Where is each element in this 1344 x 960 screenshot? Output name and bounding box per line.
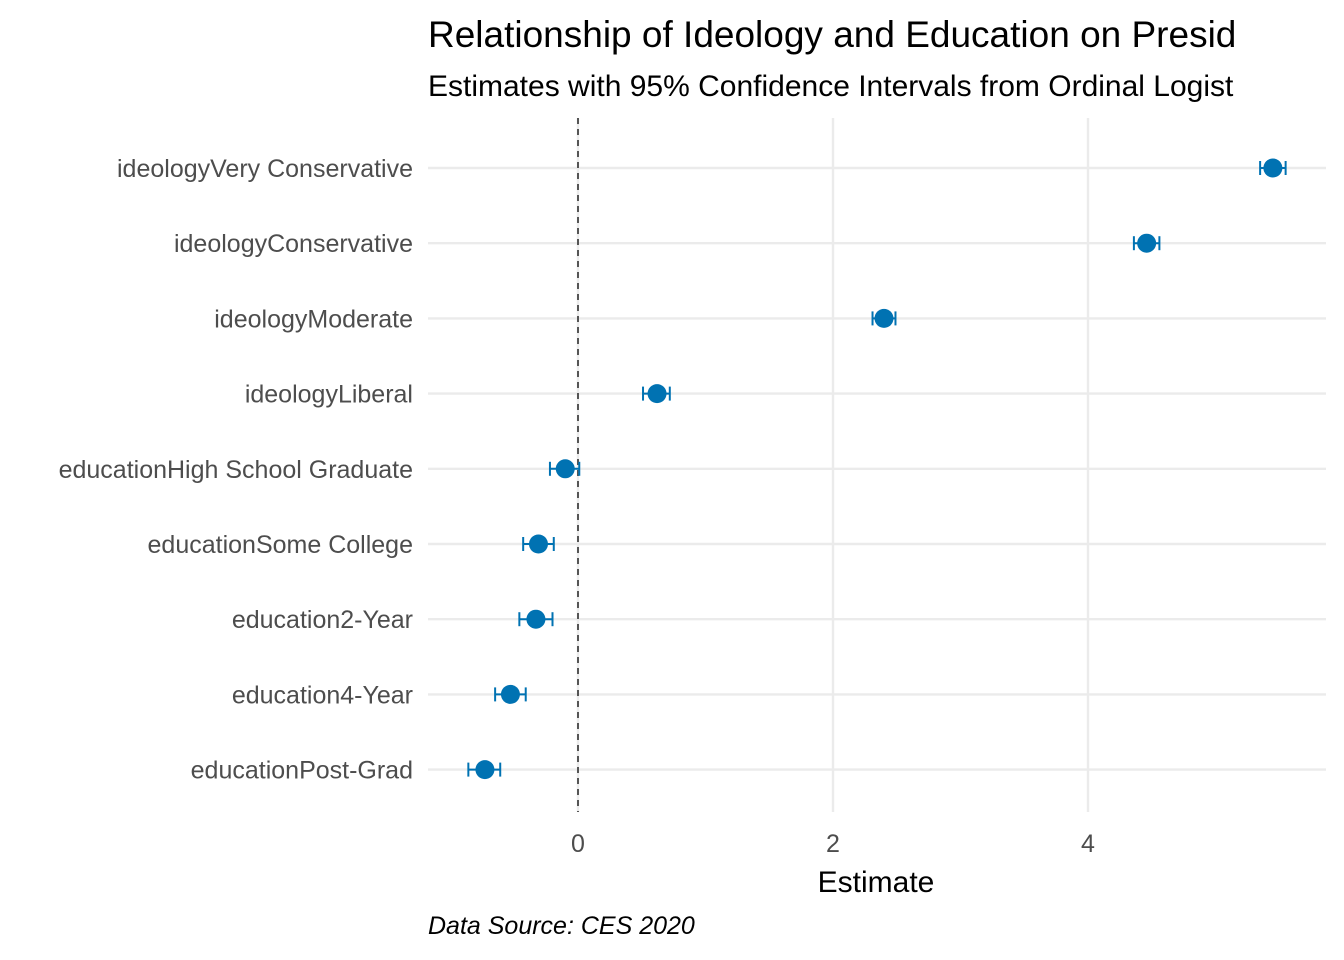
x-tick-label: 4	[1081, 830, 1095, 858]
y-tick-label: educationPost-Grad	[191, 757, 413, 785]
estimate-group	[871, 308, 897, 328]
y-tick-label: educationHigh School Graduate	[59, 456, 413, 484]
estimate-group	[522, 534, 555, 554]
chart-title: Relationship of Ideology and Education o…	[428, 14, 1237, 55]
estimate-point	[528, 534, 548, 554]
estimate-group	[642, 384, 671, 404]
x-tick-label: 0	[571, 830, 585, 858]
estimate-group	[494, 684, 527, 704]
estimate-point	[1263, 158, 1283, 178]
y-tick-label: ideologyModerate	[214, 305, 413, 333]
estimate-point	[874, 308, 894, 328]
x-tick-labels: 0 2 4	[571, 830, 1095, 858]
estimate-group	[518, 609, 554, 629]
y-tick-label: education2-Year	[232, 606, 413, 634]
estimate-group	[1259, 158, 1287, 178]
y-tick-label: educationSome College	[148, 531, 413, 559]
y-tick-label: education4-Year	[232, 681, 413, 709]
estimate-point	[500, 684, 520, 704]
estimate-group	[1132, 233, 1161, 253]
y-tick-label: ideologyConservative	[174, 230, 413, 258]
estimate-point	[647, 384, 667, 404]
y-tick-label: ideologyVery Conservative	[117, 155, 413, 183]
chart-caption: Data Source: CES 2020	[428, 912, 695, 940]
chart-subtitle: Estimates with 95% Confidence Intervals …	[428, 70, 1234, 103]
grid-lines	[428, 118, 1326, 812]
estimate-point	[475, 760, 495, 780]
y-tick-label: ideologyLiberal	[245, 381, 413, 409]
y-tick-labels: ideologyVery Conservative ideologyConserv…	[59, 155, 413, 785]
x-tick-label: 2	[826, 830, 840, 858]
estimate-point	[1137, 233, 1157, 253]
x-axis-label: Estimate	[818, 866, 935, 899]
estimate-marks	[467, 158, 1287, 780]
estimate-group	[548, 459, 581, 479]
estimate-point	[555, 459, 575, 479]
estimate-group	[467, 760, 502, 780]
estimate-point	[526, 609, 546, 629]
